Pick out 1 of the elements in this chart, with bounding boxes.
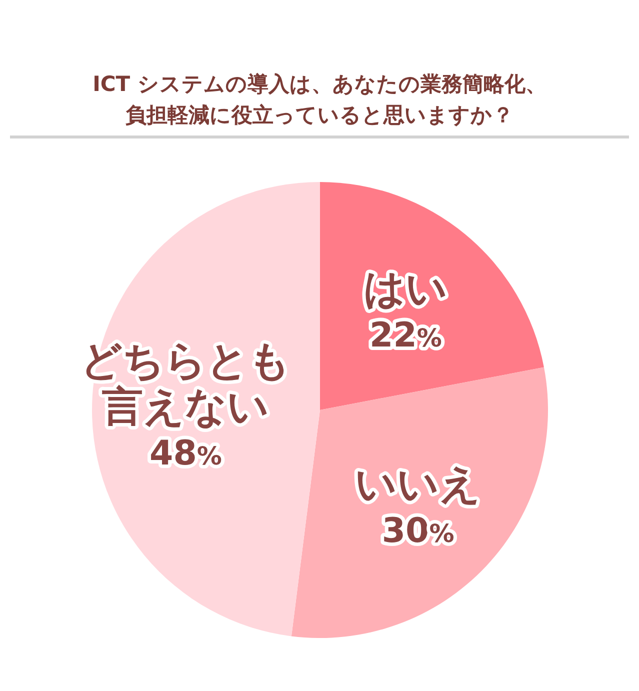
title: ICT システムの導入は、あなたの業務簡略化、負担軽減に役立っていると思いますか？	[92, 72, 546, 127]
